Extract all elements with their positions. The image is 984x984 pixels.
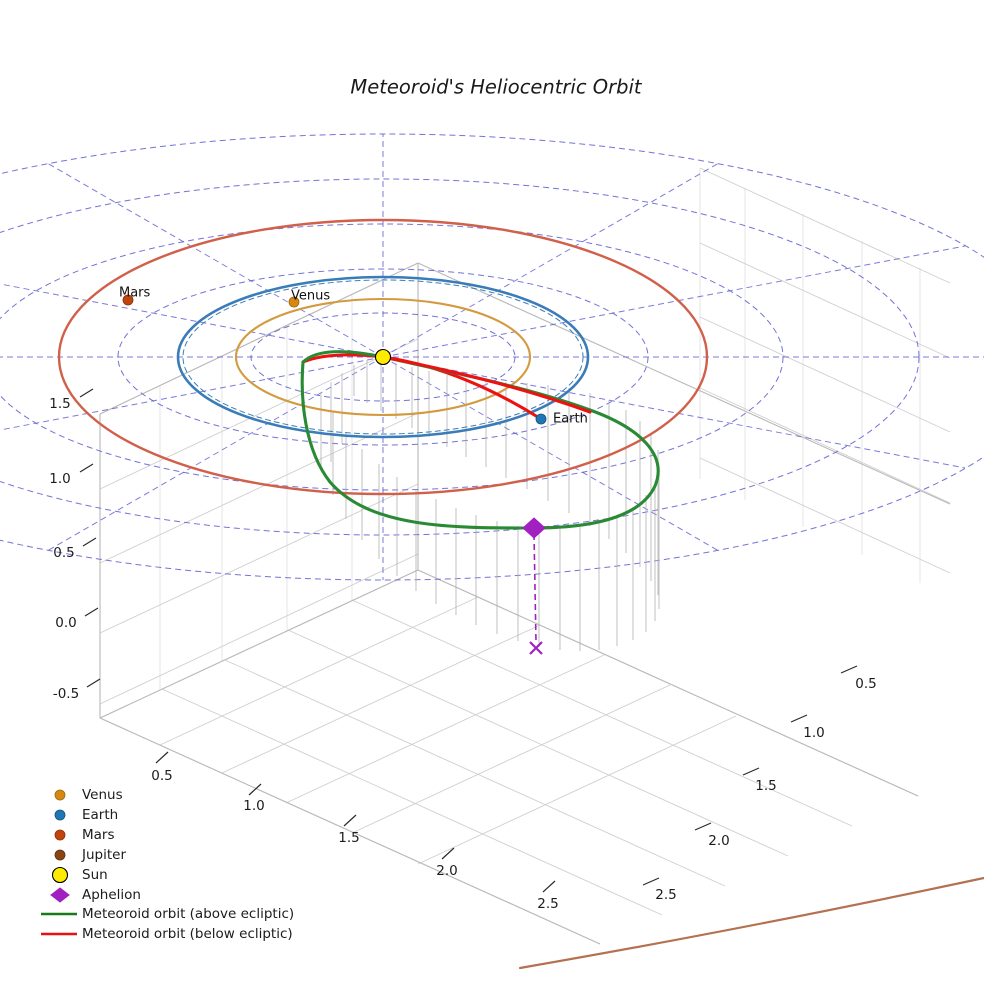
page-title: Meteoroid's Heliocentric Orbit: [350, 76, 643, 99]
label-mars: Mars: [119, 286, 151, 301]
x-tick-label: 2.5: [537, 896, 558, 912]
marker-sun[interactable]: [374, 348, 392, 366]
y-tick-label: 2.0: [708, 833, 729, 849]
y-tick-label: 1.5: [755, 778, 776, 794]
legend-label-jupiter: Jupiter: [81, 847, 126, 863]
orbit-earth-dashed: [182, 279, 584, 435]
legend-label-mars: Mars: [82, 827, 115, 843]
planet-orbits: [57, 218, 984, 970]
legend-label-venus: Venus: [82, 787, 123, 803]
orbit-mars: [57, 218, 709, 496]
legend-marker-venus: [54, 789, 66, 801]
x-axis-tick-labels: 0.5 1.0 1.5 2.0 2.5: [151, 768, 558, 912]
axes-panes: [99, 167, 951, 945]
pane-floor-grid: [99, 569, 919, 945]
x-tick-label: 2.0: [436, 863, 457, 879]
axis-tick-marks: [79, 388, 858, 893]
marker-earth[interactable]: [535, 413, 547, 425]
legend-marker-mars: [54, 829, 66, 841]
y-tick-label: 2.5: [655, 887, 676, 903]
z-tick-label: 1.0: [49, 471, 70, 487]
legend-marker-earth: [54, 809, 66, 821]
marker-venus[interactable]: [288, 296, 300, 308]
legend[interactable]: Venus Earth Mars Jupiter Sun Aphelion Me…: [41, 787, 294, 942]
z-tick-label: 0.5: [53, 545, 74, 561]
legend-label-aphelion: Aphelion: [82, 887, 141, 903]
aphelion-group[interactable]: [522, 517, 546, 655]
orbit-meteoroid-below-overlay: [381, 355, 592, 414]
orbit-venus: [234, 297, 532, 417]
x-tick-label: 1.0: [243, 798, 264, 814]
legend-marker-sun: [51, 866, 69, 884]
x-tick-label: 0.5: [151, 768, 172, 784]
body-markers[interactable]: Mars Venus Earth: [119, 286, 588, 427]
legend-marker-jupiter: [54, 849, 66, 861]
orbit-earth: [176, 275, 590, 439]
aphelion-foot-x-icon: [529, 641, 543, 655]
pane-right-horizontals: [699, 167, 951, 574]
orbit-jupiter: [518, 876, 984, 970]
meteoroid-orbit: [300, 350, 660, 530]
legend-label-earth: Earth: [82, 807, 118, 823]
legend-label-below-ecliptic: Meteoroid orbit (below ecliptic): [82, 926, 293, 942]
z-tick-label: 0.0: [55, 615, 76, 631]
marker-mars[interactable]: [122, 294, 134, 306]
y-tick-label: 1.0: [803, 725, 824, 741]
aphelion-stem: [533, 533, 537, 643]
x-tick-label: 1.5: [338, 830, 359, 846]
axes-box-edges: [99, 262, 951, 945]
y-tick-label: 0.5: [855, 676, 876, 692]
pane-right-grid: [699, 168, 921, 583]
pane-left-grid: [99, 263, 419, 718]
label-earth: Earth: [553, 412, 588, 427]
legend-label-above-ecliptic: Meteoroid orbit (above ecliptic): [82, 906, 294, 922]
aphelion-marker[interactable]: [522, 517, 546, 539]
z-axis-tick-labels: 1.5 1.0 0.5 0.0 -0.5: [49, 396, 79, 702]
y-axis-tick-labels: 0.5 1.0 1.5 2.0 2.5: [655, 676, 876, 903]
label-venus: Venus: [291, 289, 330, 304]
z-tick-label: 1.5: [49, 396, 70, 412]
polar-grid-spokes: [0, 134, 984, 580]
legend-marker-aphelion: [50, 887, 70, 903]
z-tick-label: -0.5: [53, 686, 79, 702]
legend-label-sun: Sun: [82, 867, 108, 883]
